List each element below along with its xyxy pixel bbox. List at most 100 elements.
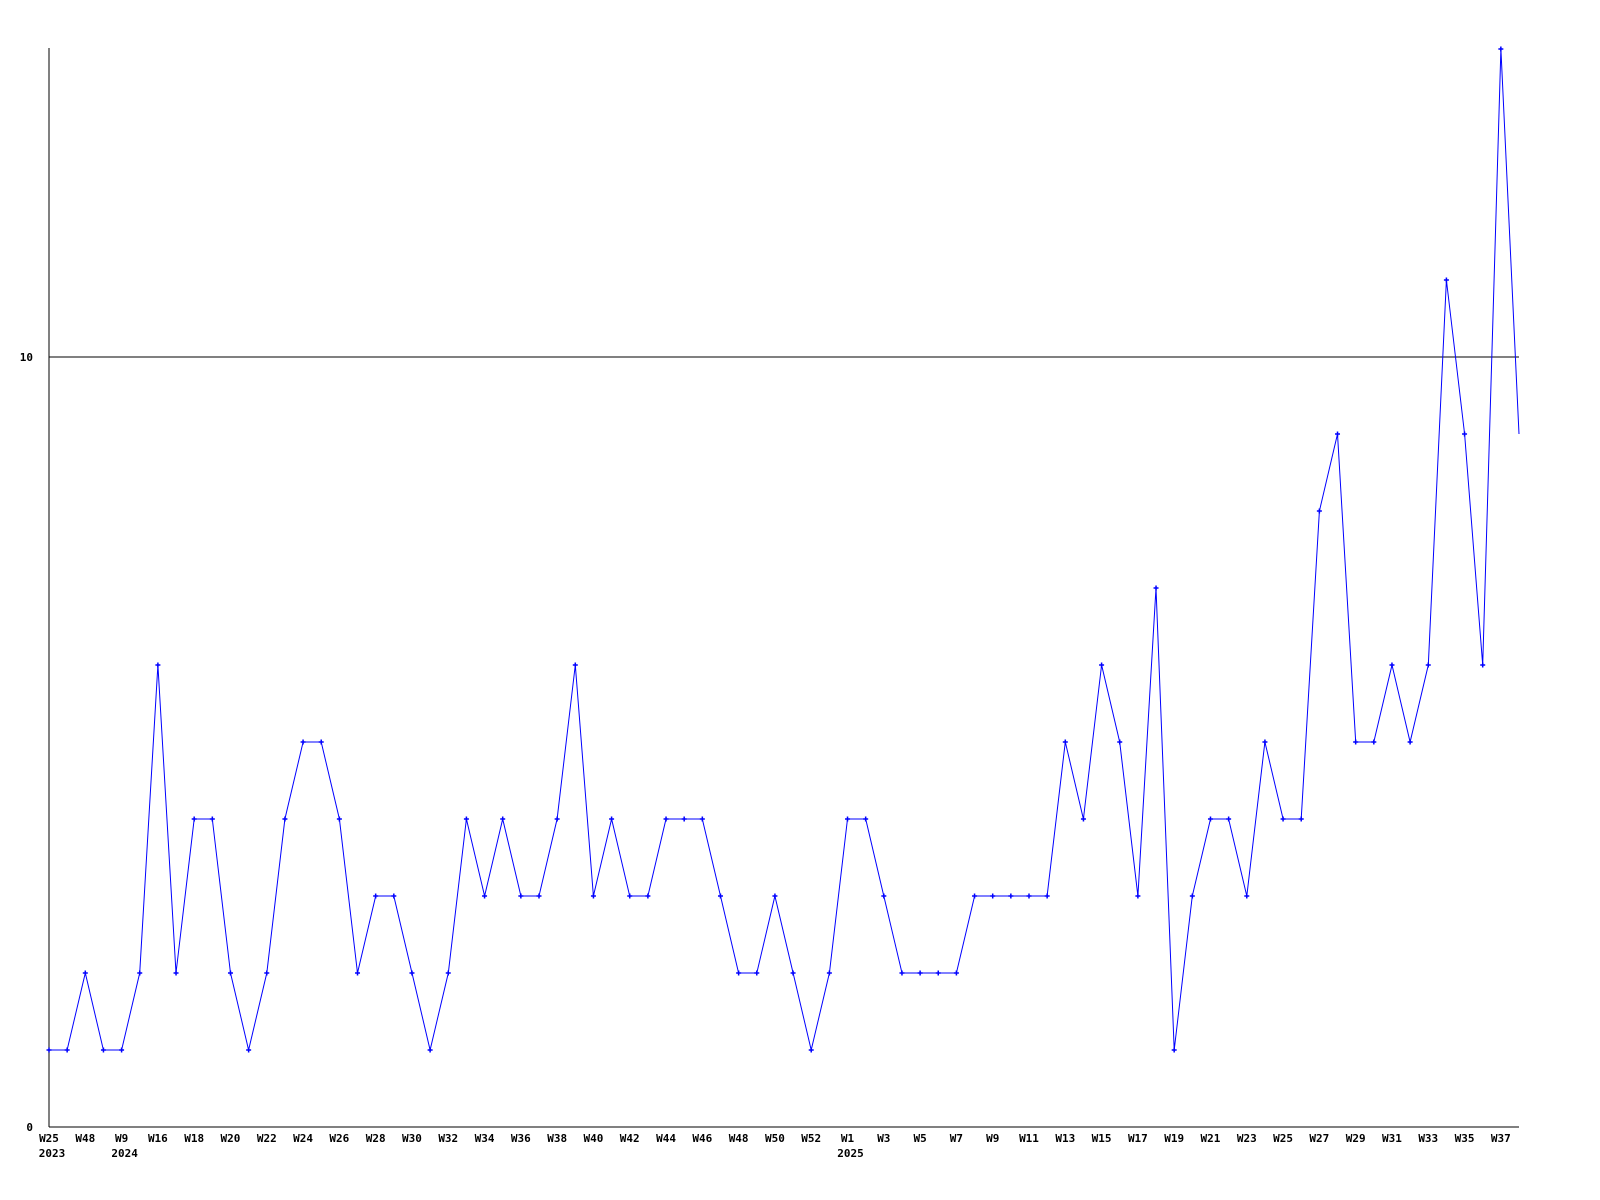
data-point: [1280, 816, 1286, 822]
data-point: [554, 816, 560, 822]
data-point: [972, 893, 978, 899]
data-point: [1425, 662, 1431, 668]
data-point: [1407, 739, 1413, 745]
data-point: [1044, 893, 1050, 899]
data-point: [64, 1047, 70, 1053]
data-point: [373, 893, 379, 899]
x-tick-label: W42: [620, 1132, 640, 1145]
data-point: [1207, 816, 1213, 822]
x-tick-label: W20: [221, 1132, 241, 1145]
data-point: [482, 893, 488, 899]
data-point: [46, 1047, 52, 1053]
x-tick-label: W36: [511, 1132, 531, 1145]
data-point: [953, 970, 959, 976]
x-tick-label: W48: [75, 1132, 95, 1145]
data-point: [863, 816, 869, 822]
data-point: [300, 739, 306, 745]
data-point: [1316, 508, 1322, 514]
x-tick-label: W32: [438, 1132, 458, 1145]
y-tick-label: 10: [20, 351, 33, 364]
x-tick-label: W25: [1273, 1132, 1293, 1145]
x-tick-label: W35: [1455, 1132, 1475, 1145]
x-tick-label: W5: [913, 1132, 926, 1145]
data-point: [355, 970, 361, 976]
x-tick-label: W37: [1491, 1132, 1511, 1145]
x-tick-label: W40: [584, 1132, 604, 1145]
data-point: [318, 739, 324, 745]
data-point: [808, 1047, 814, 1053]
x-tick-label: W52: [801, 1132, 821, 1145]
x-tick-label: W18: [184, 1132, 204, 1145]
data-point: [282, 816, 288, 822]
data-point: [826, 970, 832, 976]
data-point: [609, 816, 615, 822]
x-tick-label: W34: [475, 1132, 495, 1145]
data-point: [391, 893, 397, 899]
data-point: [627, 893, 633, 899]
data-point: [463, 816, 469, 822]
data-point: [500, 816, 506, 822]
data-point: [1008, 893, 1014, 899]
data-point: [899, 970, 905, 976]
data-point: [917, 970, 923, 976]
data-point: [1353, 739, 1359, 745]
x-tick-label: W48: [729, 1132, 749, 1145]
data-point: [1480, 662, 1486, 668]
x-tick-label: W17: [1128, 1132, 1148, 1145]
data-point: [1389, 662, 1395, 668]
x-tick-label: W19: [1164, 1132, 1184, 1145]
x-tick-label: W28: [366, 1132, 386, 1145]
data-point: [409, 970, 415, 976]
data-point: [82, 970, 88, 976]
data-point: [1117, 739, 1123, 745]
x-tick-label: W9: [115, 1132, 128, 1145]
x-tick-label: W31: [1382, 1132, 1402, 1145]
data-point: [336, 816, 342, 822]
x-tick-label: W30: [402, 1132, 422, 1145]
x-tick-year: 2025: [837, 1147, 864, 1160]
data-point: [427, 1047, 433, 1053]
data-point: [100, 1047, 106, 1053]
data-point: [935, 970, 941, 976]
x-tick-label: W22: [257, 1132, 277, 1145]
x-tick-label: W9: [986, 1132, 999, 1145]
data-point: [1371, 739, 1377, 745]
data-point: [645, 893, 651, 899]
data-point: [173, 970, 179, 976]
x-tick-label: W3: [877, 1132, 890, 1145]
data-point: [699, 816, 705, 822]
x-tick-label: W27: [1309, 1132, 1329, 1145]
data-point: [155, 662, 161, 668]
data-point: [1189, 893, 1195, 899]
data-point: [1153, 585, 1159, 591]
x-tick-label: W11: [1019, 1132, 1039, 1145]
x-tick-label: W16: [148, 1132, 168, 1145]
data-point: [137, 970, 143, 976]
data-point: [1135, 893, 1141, 899]
x-tick-label: W1: [841, 1132, 855, 1145]
data-point: [881, 893, 887, 899]
data-point: [445, 970, 451, 976]
data-point: [1462, 431, 1468, 437]
x-tick-label: W46: [692, 1132, 712, 1145]
x-tick-label: W38: [547, 1132, 567, 1145]
x-tick-label: W23: [1237, 1132, 1257, 1145]
data-point: [590, 893, 596, 899]
x-tick-label: W24: [293, 1132, 313, 1145]
data-point: [246, 1047, 252, 1053]
data-point: [119, 1047, 125, 1053]
y-tick-label: 0: [26, 1121, 33, 1134]
data-point: [1171, 1047, 1177, 1053]
data-point: [1080, 816, 1086, 822]
data-point: [191, 816, 197, 822]
data-point: [717, 893, 723, 899]
x-tick-year: 2024: [111, 1147, 138, 1160]
x-tick-label: W13: [1055, 1132, 1075, 1145]
series-line: [49, 48, 1520, 1051]
x-tick-label: W7: [950, 1132, 963, 1145]
data-point: [1443, 277, 1449, 283]
data-point: [1026, 893, 1032, 899]
data-point: [990, 893, 996, 899]
data-point: [754, 970, 760, 976]
